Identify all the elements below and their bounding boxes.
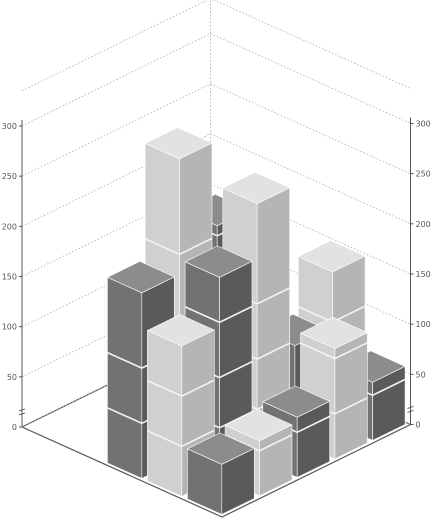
bar-face-top: [146, 314, 216, 347]
y-tick-label-left-150: 150: [2, 273, 17, 282]
y-tick-label-right-200: 200: [416, 220, 431, 229]
bar-face-right: [334, 332, 368, 460]
bar-face-top: [297, 240, 366, 273]
bar-face-top: [299, 316, 369, 349]
y-tick-label-right-100: 100: [416, 320, 431, 329]
bars-group: [106, 127, 406, 515]
bar-face-top: [106, 261, 176, 294]
axis-break-right: [407, 405, 414, 413]
bar-face-top: [222, 171, 291, 204]
bar-face-left: [107, 276, 143, 479]
y-tick-label-right-50: 50: [416, 370, 426, 379]
bar-tier-line: [147, 429, 215, 448]
bar-face-left: [147, 330, 183, 497]
gridline-300: [21, 33, 411, 127]
y-tick-label-right-150: 150: [416, 270, 431, 279]
bar-r0-c0: [186, 432, 256, 515]
roof-gridline: [21, 0, 411, 92]
y-tick-label-left-200: 200: [2, 222, 17, 231]
gridline-250: [21, 83, 411, 177]
y-tick-label-left-250: 250: [2, 172, 17, 181]
bar-face-top: [262, 385, 331, 418]
y-tick-label-left-100: 100: [2, 323, 17, 332]
y-tick-label-left-300: 300: [2, 122, 17, 131]
axis-break-left: [18, 408, 26, 416]
bar-face-top: [184, 245, 253, 278]
bar-face-top: [144, 127, 213, 160]
y-tick-label-right-0: 0: [416, 421, 421, 430]
y-tick-label-left-50: 50: [7, 373, 17, 382]
y-tick-label-right-300: 300: [416, 120, 431, 129]
bar-tier-line: [147, 379, 215, 397]
axis-group: 0 0 50 50 100 100 150 150 200 200 250 250 300 300: [2, 117, 431, 432]
bar-face-top: [224, 409, 293, 442]
bar-tier-line: [144, 237, 213, 256]
bar-tier-line: [300, 341, 368, 360]
y-tick-label-right-250: 250: [416, 170, 431, 179]
bar-face-top: [186, 432, 256, 465]
y-tick-label-left-0: 0: [12, 423, 17, 432]
bar-tier-line: [184, 305, 253, 324]
